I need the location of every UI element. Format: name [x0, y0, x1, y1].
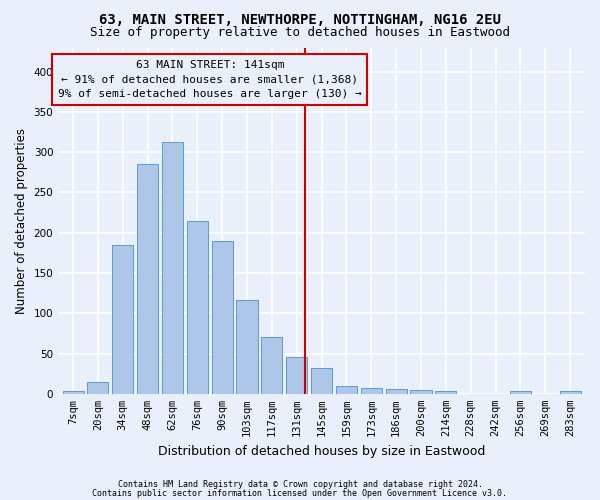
Bar	[162, 142, 183, 394]
Text: Contains HM Land Registry data © Crown copyright and database right 2024.: Contains HM Land Registry data © Crown c…	[118, 480, 482, 489]
Bar	[560, 390, 581, 394]
Bar	[435, 390, 457, 394]
Bar	[187, 220, 208, 394]
Text: 63, MAIN STREET, NEWTHORPE, NOTTINGHAM, NG16 2EU: 63, MAIN STREET, NEWTHORPE, NOTTINGHAM, …	[99, 12, 501, 26]
Bar	[336, 386, 357, 394]
Text: Size of property relative to detached houses in Eastwood: Size of property relative to detached ho…	[90, 26, 510, 39]
Bar	[236, 300, 257, 394]
Bar	[262, 336, 283, 394]
Bar	[88, 382, 109, 394]
Bar	[212, 241, 233, 394]
Y-axis label: Number of detached properties: Number of detached properties	[15, 128, 28, 314]
Bar	[410, 390, 431, 394]
Bar	[137, 164, 158, 394]
Bar	[286, 357, 307, 394]
Bar	[386, 389, 407, 394]
X-axis label: Distribution of detached houses by size in Eastwood: Distribution of detached houses by size …	[158, 444, 485, 458]
Bar	[311, 368, 332, 394]
Text: Contains public sector information licensed under the Open Government Licence v3: Contains public sector information licen…	[92, 488, 508, 498]
Bar	[112, 245, 133, 394]
Text: 63 MAIN STREET: 141sqm
← 91% of detached houses are smaller (1,368)
9% of semi-d: 63 MAIN STREET: 141sqm ← 91% of detached…	[58, 60, 362, 99]
Bar	[510, 390, 531, 394]
Bar	[361, 388, 382, 394]
Bar	[62, 392, 83, 394]
